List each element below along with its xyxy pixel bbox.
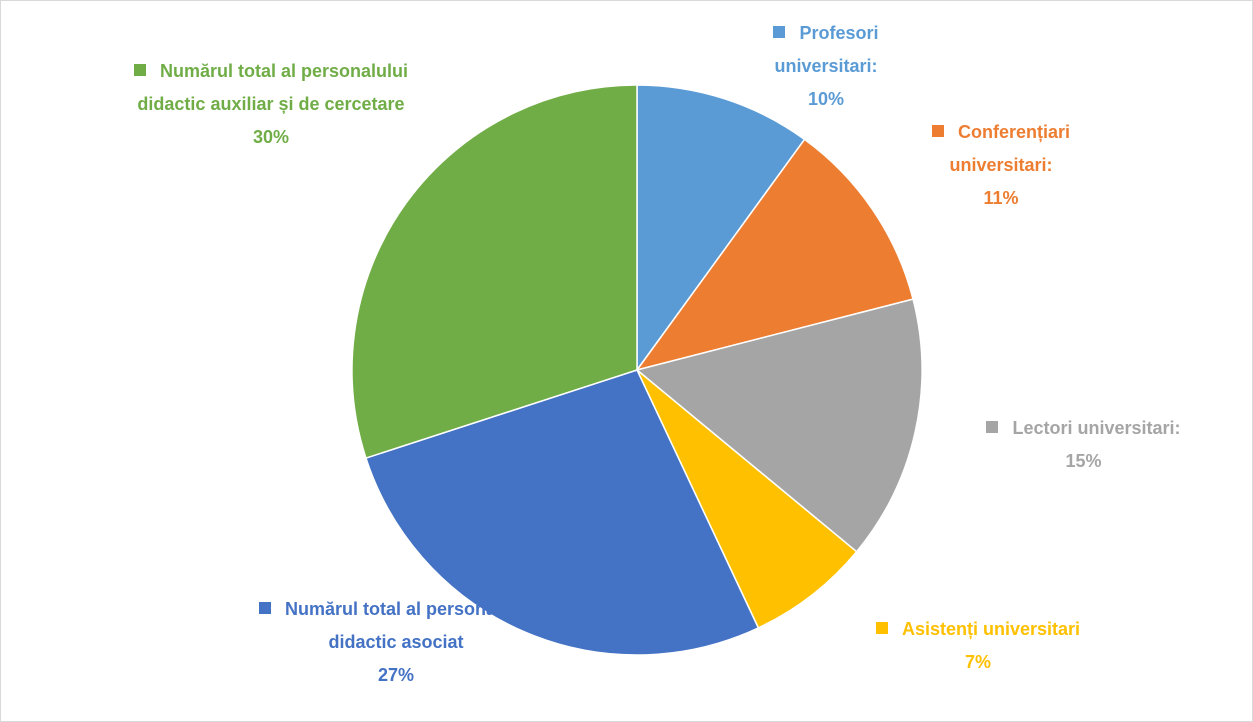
value-label: 27% (377, 665, 415, 685)
data-label: Numărul total al personalului didactic a… (121, 55, 421, 154)
legend-key (258, 602, 271, 614)
legend-key (875, 622, 888, 634)
category-label: Asistenți universitari (901, 619, 1081, 639)
slice (351, 84, 638, 460)
data-label: Asistenți universitari 7% (833, 613, 1123, 679)
data-label: Profesori universitari: 10% (741, 17, 911, 116)
data-label: Numărul total al personalului didactic a… (246, 593, 546, 692)
value-label: 15% (1065, 451, 1102, 471)
category-label: Lectori universitari: (1012, 418, 1181, 438)
slice (636, 84, 806, 373)
legend-key (931, 125, 944, 137)
legend-key (773, 26, 786, 38)
data-label: Conferențiari universitari: 11% (901, 116, 1101, 215)
category-label: Numărul total al personalului didactic a… (137, 61, 409, 114)
slice (635, 298, 923, 553)
value-label: 11% (983, 188, 1019, 208)
slice (635, 138, 914, 372)
category-label: Numărul total al personalului didactic a… (284, 599, 534, 652)
legend-key (133, 64, 146, 76)
category-label: Profesori universitari: (774, 23, 879, 76)
value-label: 10% (807, 89, 845, 109)
category-label: Conferențiari universitari: (949, 122, 1071, 175)
data-label: Lectori universitari: 15% (946, 412, 1221, 478)
slice (636, 369, 858, 629)
legend-key (986, 421, 999, 433)
value-label: 30% (252, 127, 290, 147)
value-label: 7% (964, 652, 991, 672)
slice (365, 369, 760, 656)
